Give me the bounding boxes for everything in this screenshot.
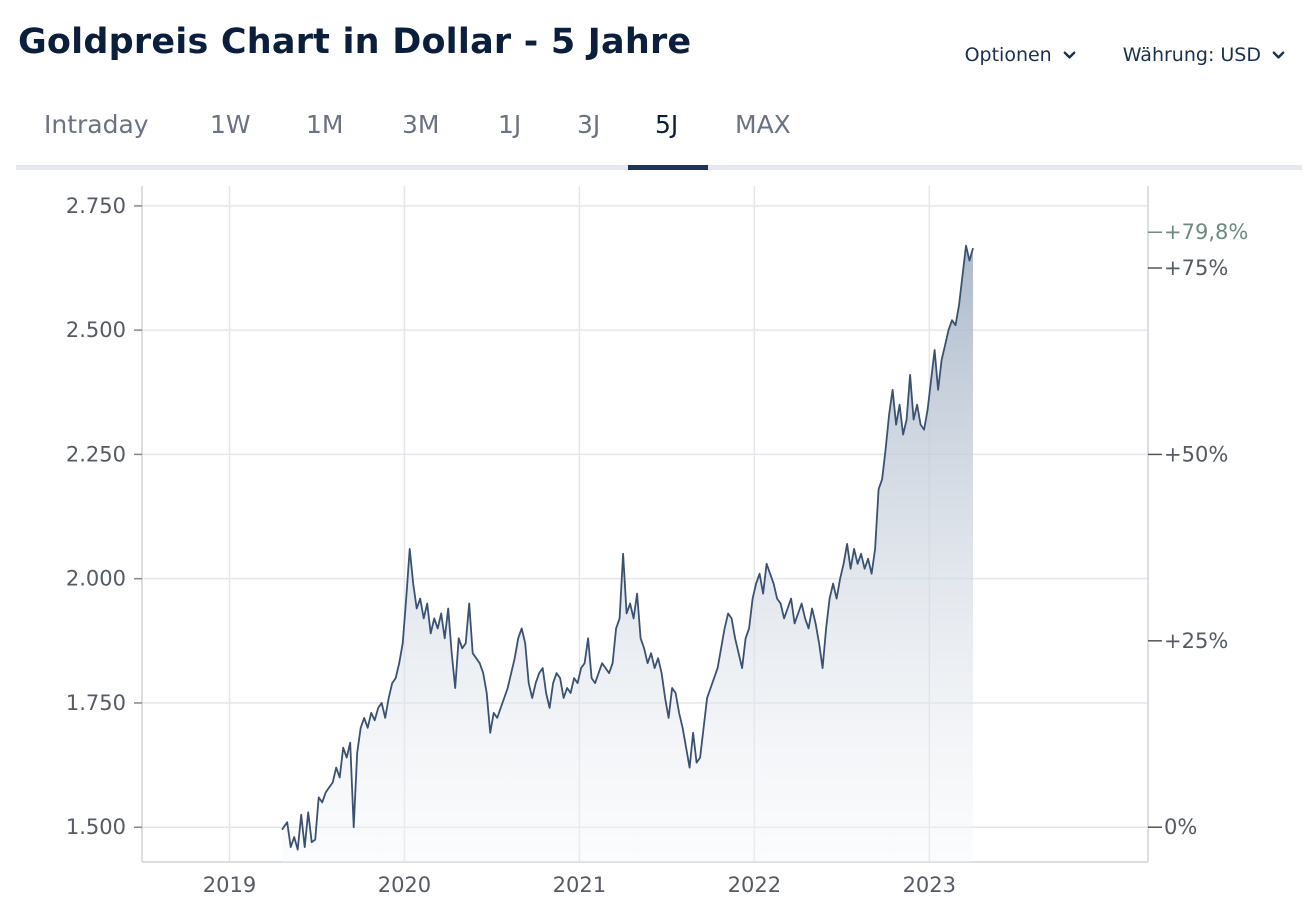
- y-tick-label: 2.500: [66, 318, 126, 342]
- right-tick-label: +75%: [1164, 256, 1228, 280]
- y-tick-label: 2.750: [66, 194, 126, 218]
- tab-3j[interactable]: 3J: [577, 110, 601, 139]
- current-change-label: +79,8%: [1164, 220, 1248, 244]
- x-tick-label: 2020: [378, 873, 431, 897]
- currency-dropdown[interactable]: Währung: USD: [1123, 44, 1286, 66]
- timeframe-tabs: Intraday 1W 1M 3M 1J 3J 5J MAX: [16, 98, 1302, 170]
- page-title: Goldpreis Chart in Dollar - 5 Jahre: [18, 22, 692, 62]
- price-line: [281, 244, 974, 851]
- options-label: Optionen: [964, 44, 1052, 66]
- y-tick-label: 1.500: [66, 815, 126, 839]
- right-tick-label: 0%: [1164, 815, 1197, 839]
- header-controls: Optionen Währung: USD: [965, 44, 1286, 66]
- chevron-down-icon: [1063, 50, 1076, 59]
- x-tick-label: 2022: [728, 873, 781, 897]
- price-area: [282, 245, 973, 863]
- tab-5j[interactable]: 5J: [655, 110, 679, 139]
- tab-1j[interactable]: 1J: [498, 110, 522, 139]
- tab-3m[interactable]: 3M: [402, 110, 440, 139]
- right-tick-label: +50%: [1164, 442, 1228, 466]
- tab-1w[interactable]: 1W: [210, 110, 251, 139]
- right-tick-label: +25%: [1164, 629, 1228, 653]
- active-tab-indicator: [628, 165, 708, 170]
- y-tick-label: 1.750: [66, 691, 126, 715]
- tab-max[interactable]: MAX: [735, 110, 791, 139]
- x-tick-label: 2019: [203, 873, 256, 897]
- currency-label: Währung: USD: [1122, 44, 1261, 66]
- chevron-down-icon: [1272, 50, 1285, 59]
- chart-header: Goldpreis Chart in Dollar - 5 Jahre Opti…: [18, 22, 1298, 82]
- y-tick-label: 2.000: [66, 567, 126, 591]
- tab-1m[interactable]: 1M: [306, 110, 344, 139]
- x-tick-label: 2023: [903, 873, 956, 897]
- y-tick-label: 2.250: [66, 442, 126, 466]
- options-dropdown[interactable]: Optionen: [965, 44, 1077, 66]
- tab-intraday[interactable]: Intraday: [44, 110, 149, 139]
- x-tick-label: 2021: [553, 873, 606, 897]
